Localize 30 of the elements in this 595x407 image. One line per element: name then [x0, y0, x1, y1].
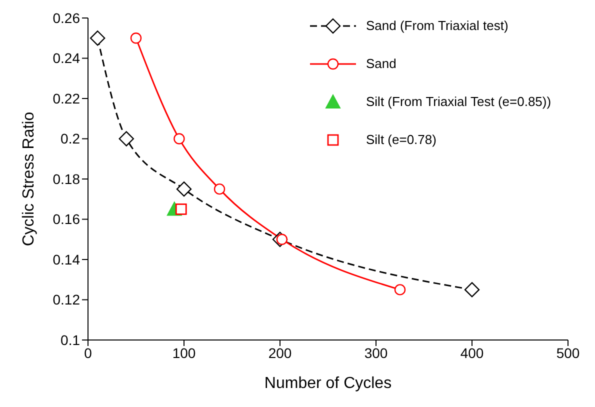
legend-label: Sand: [366, 56, 396, 72]
x-axis-title: Number of Cycles: [264, 375, 392, 392]
point: [130, 32, 142, 44]
legend-label: Silt (From Triaxial Test (e=0.85)): [366, 94, 552, 110]
x-tick-label: 200: [268, 344, 292, 361]
point: [214, 183, 226, 195]
x-tick-label: 400: [460, 344, 484, 361]
point: [90, 30, 106, 46]
legend-label: Sand (From Triaxial test): [366, 18, 508, 34]
x-tick-label: 100: [172, 344, 196, 361]
point: [174, 133, 185, 144]
point: [175, 203, 187, 215]
y-tick-label: 0.22: [52, 90, 80, 106]
y-tick-label: 0.24: [52, 50, 80, 66]
x-tick-label: 0: [84, 344, 92, 361]
point: [176, 181, 192, 197]
x-tick-label: 500: [556, 344, 580, 361]
legend-label: Silt (e=0.78): [366, 132, 436, 148]
y-tick-label: 0.12: [52, 292, 80, 308]
point: [464, 282, 480, 298]
y-tick-label: 0.14: [52, 251, 80, 268]
x-tick-label: 300: [364, 344, 388, 361]
point: [118, 131, 134, 146]
y-tick-label: 0.26: [52, 10, 80, 26]
y-axis-title: Cyclic Stress Ratio: [20, 112, 38, 246]
y-tick-label: 0.2: [60, 130, 80, 147]
y-tick-label: 0.18: [52, 170, 80, 187]
y-tick-label: 0.16: [52, 211, 80, 228]
y-tick-label: 0.1: [60, 332, 80, 348]
point: [394, 284, 406, 296]
